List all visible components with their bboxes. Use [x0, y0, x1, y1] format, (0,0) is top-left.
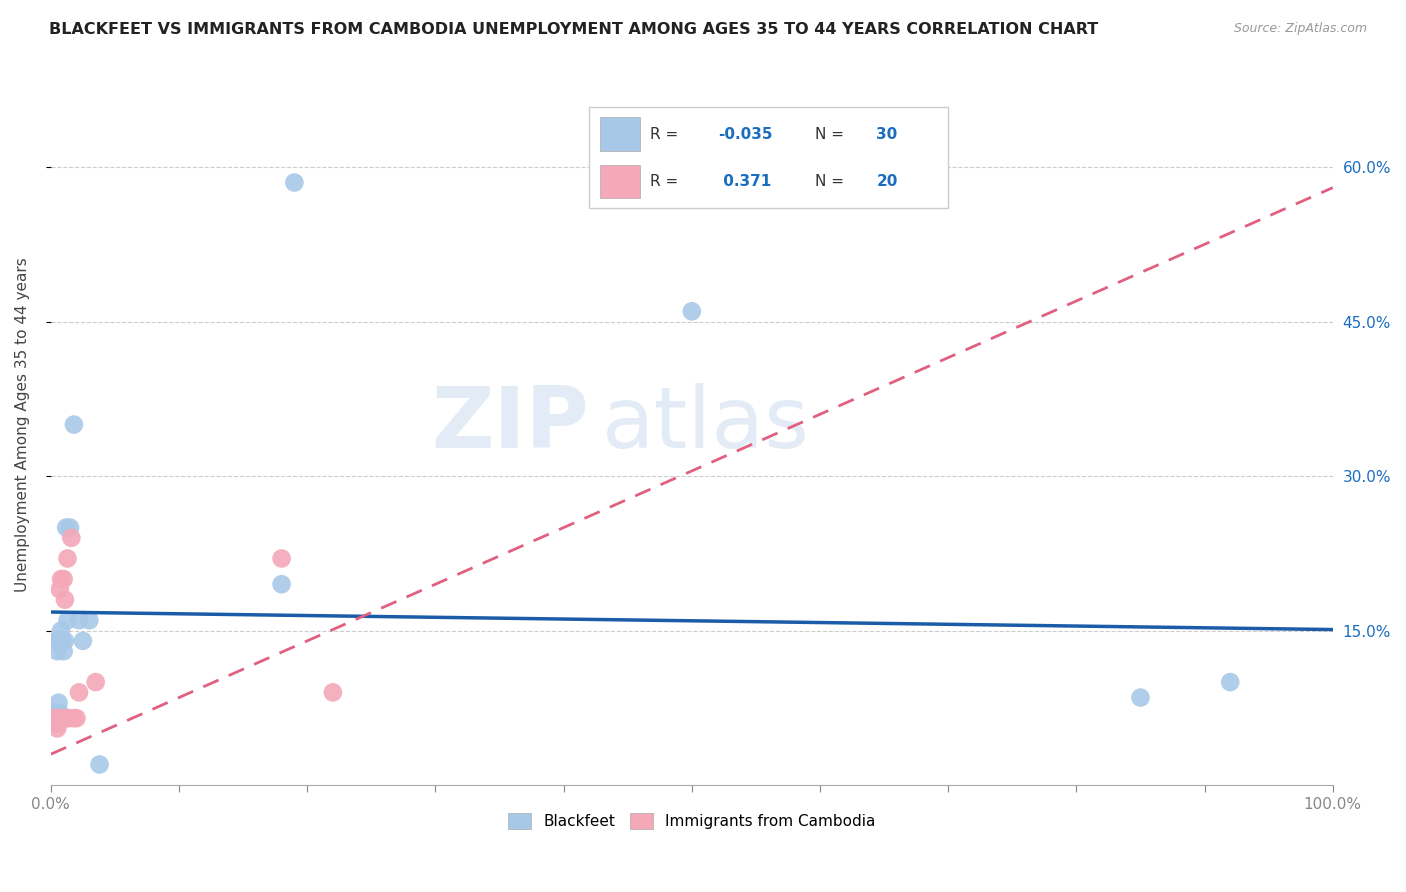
Point	[51, 711, 73, 725]
Point	[63, 417, 86, 432]
Point	[58, 711, 80, 725]
Point	[48, 706, 70, 720]
Text: Source: ZipAtlas.com: Source: ZipAtlas.com	[1233, 22, 1367, 36]
Point	[48, 711, 70, 725]
Point	[65, 711, 87, 725]
Point	[44, 706, 66, 720]
Point	[49, 706, 72, 720]
Point	[55, 711, 77, 725]
Point	[59, 520, 82, 534]
Point	[48, 696, 70, 710]
Point	[89, 757, 111, 772]
Point	[46, 633, 69, 648]
Text: ZIP: ZIP	[432, 383, 589, 467]
Point	[53, 592, 76, 607]
Point	[49, 711, 72, 725]
Legend: Blackfeet, Immigrants from Cambodia: Blackfeet, Immigrants from Cambodia	[502, 807, 882, 835]
Point	[45, 711, 67, 725]
Point	[67, 685, 90, 699]
Y-axis label: Unemployment Among Ages 35 to 44 years: Unemployment Among Ages 35 to 44 years	[15, 257, 30, 592]
Point	[49, 624, 72, 638]
Point	[44, 711, 66, 725]
Text: BLACKFEET VS IMMIGRANTS FROM CAMBODIA UNEMPLOYMENT AMONG AGES 35 TO 44 YEARS COR: BLACKFEET VS IMMIGRANTS FROM CAMBODIA UN…	[49, 22, 1098, 37]
Point	[49, 572, 72, 586]
Point	[63, 711, 86, 725]
Point	[42, 716, 65, 731]
Point	[270, 577, 292, 591]
Point	[48, 716, 70, 731]
Point	[45, 711, 67, 725]
Text: atlas: atlas	[602, 383, 810, 467]
Point	[1129, 690, 1152, 705]
Point	[270, 551, 292, 566]
Point	[46, 711, 69, 725]
Point	[84, 675, 107, 690]
Point	[322, 685, 344, 699]
Point	[56, 613, 79, 627]
Point	[1219, 675, 1241, 690]
Point	[44, 711, 66, 725]
Point	[49, 633, 72, 648]
Point	[51, 633, 73, 648]
Point	[45, 633, 67, 648]
Point	[53, 633, 76, 648]
Point	[56, 551, 79, 566]
Point	[49, 582, 72, 597]
Point	[60, 531, 83, 545]
Point	[72, 633, 94, 648]
Point	[52, 572, 75, 586]
Point	[681, 304, 703, 318]
Point	[46, 644, 69, 658]
Point	[67, 613, 90, 627]
Point	[52, 644, 75, 658]
Point	[79, 613, 101, 627]
Point	[46, 722, 69, 736]
Point	[283, 176, 305, 190]
Point	[55, 520, 77, 534]
